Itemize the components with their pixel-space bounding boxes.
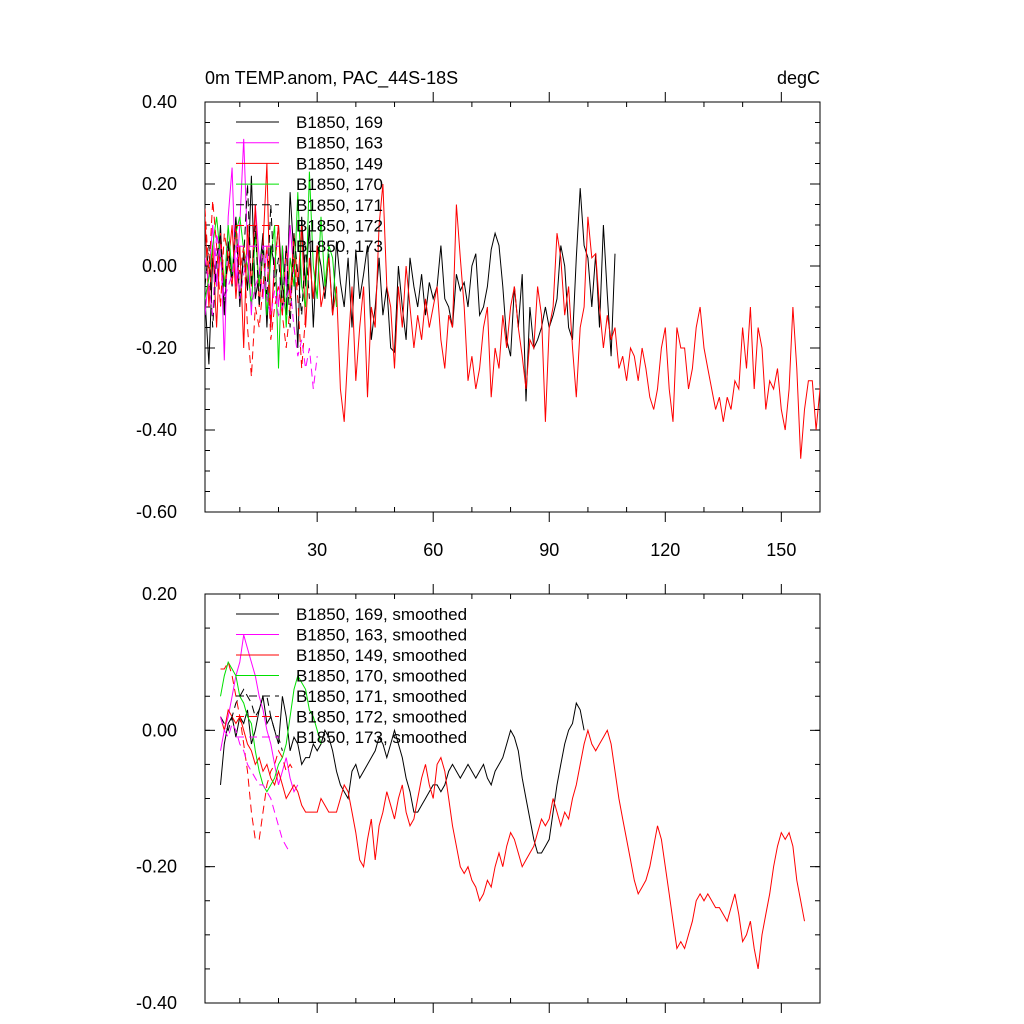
- series-line-3: [205, 163, 820, 459]
- legend-label: B1850, 172, smoothed: [296, 708, 467, 727]
- legend-label: B1850, 173, smoothed: [296, 728, 467, 747]
- legend-label: B1850, 149: [296, 154, 383, 173]
- chart-title: 0m TEMP.anom, PAC_44S-18S: [205, 68, 458, 89]
- y-tick-label: 0.20: [142, 584, 177, 604]
- units-label: degC: [777, 68, 820, 88]
- series-line-6: [220, 660, 295, 840]
- series-group: [220, 634, 805, 969]
- legend-label: B1850, 172: [296, 217, 383, 236]
- series-line-6: [205, 200, 307, 377]
- series-line-7: [205, 233, 318, 390]
- series-line-4: [205, 171, 337, 369]
- y-tick-label: -0.60: [136, 502, 177, 522]
- x-tick-label: 90: [539, 540, 559, 560]
- legend-label: B1850, 171, smoothed: [296, 687, 467, 706]
- y-tick-label: -0.40: [136, 420, 177, 440]
- legend-label: B1850, 163: [296, 134, 383, 153]
- top-panel: 0.40 0.20 0.00 -0.20 -0.40 -0.60 30 60 90 120 150 0…: [136, 68, 821, 560]
- legend-label: B1850, 173: [296, 237, 383, 256]
- y-tick-label: 0.00: [142, 256, 177, 276]
- legend-label: B1850, 171: [296, 196, 383, 215]
- y-tick-label: -0.20: [136, 857, 177, 877]
- legend-label: B1850, 170: [296, 175, 383, 194]
- legend-label: B1850, 169, smoothed: [296, 605, 467, 624]
- legend-label: B1850, 163, smoothed: [296, 626, 467, 645]
- x-tick-label: 150: [766, 540, 796, 560]
- series-line-4: [220, 660, 322, 793]
- series-line-5: [205, 183, 310, 328]
- x-tick-label: 30: [307, 540, 327, 560]
- x-tick-label: 120: [650, 540, 680, 560]
- series-line-1: [220, 696, 585, 854]
- legend-label: B1850, 170, smoothed: [296, 667, 467, 686]
- series-line-3: [220, 708, 805, 969]
- bottom-panel: 0.20 0.00 -0.20 -0.40 B1850, 169, smoothed B1…: [136, 584, 821, 1013]
- y-tick-label: 0.20: [142, 174, 177, 194]
- x-tick-label: 60: [423, 540, 443, 560]
- series-group: [205, 138, 820, 459]
- series-line-2: [220, 634, 299, 793]
- y-tick-label: 0.40: [142, 92, 177, 112]
- legend-label: B1850, 169: [296, 113, 383, 132]
- y-tick-label: 0.00: [142, 720, 177, 740]
- series-line-7: [220, 716, 291, 854]
- y-tick-label: -0.40: [136, 993, 177, 1013]
- legend-label: B1850, 149, smoothed: [296, 646, 467, 665]
- y-tick-label: -0.20: [136, 338, 177, 358]
